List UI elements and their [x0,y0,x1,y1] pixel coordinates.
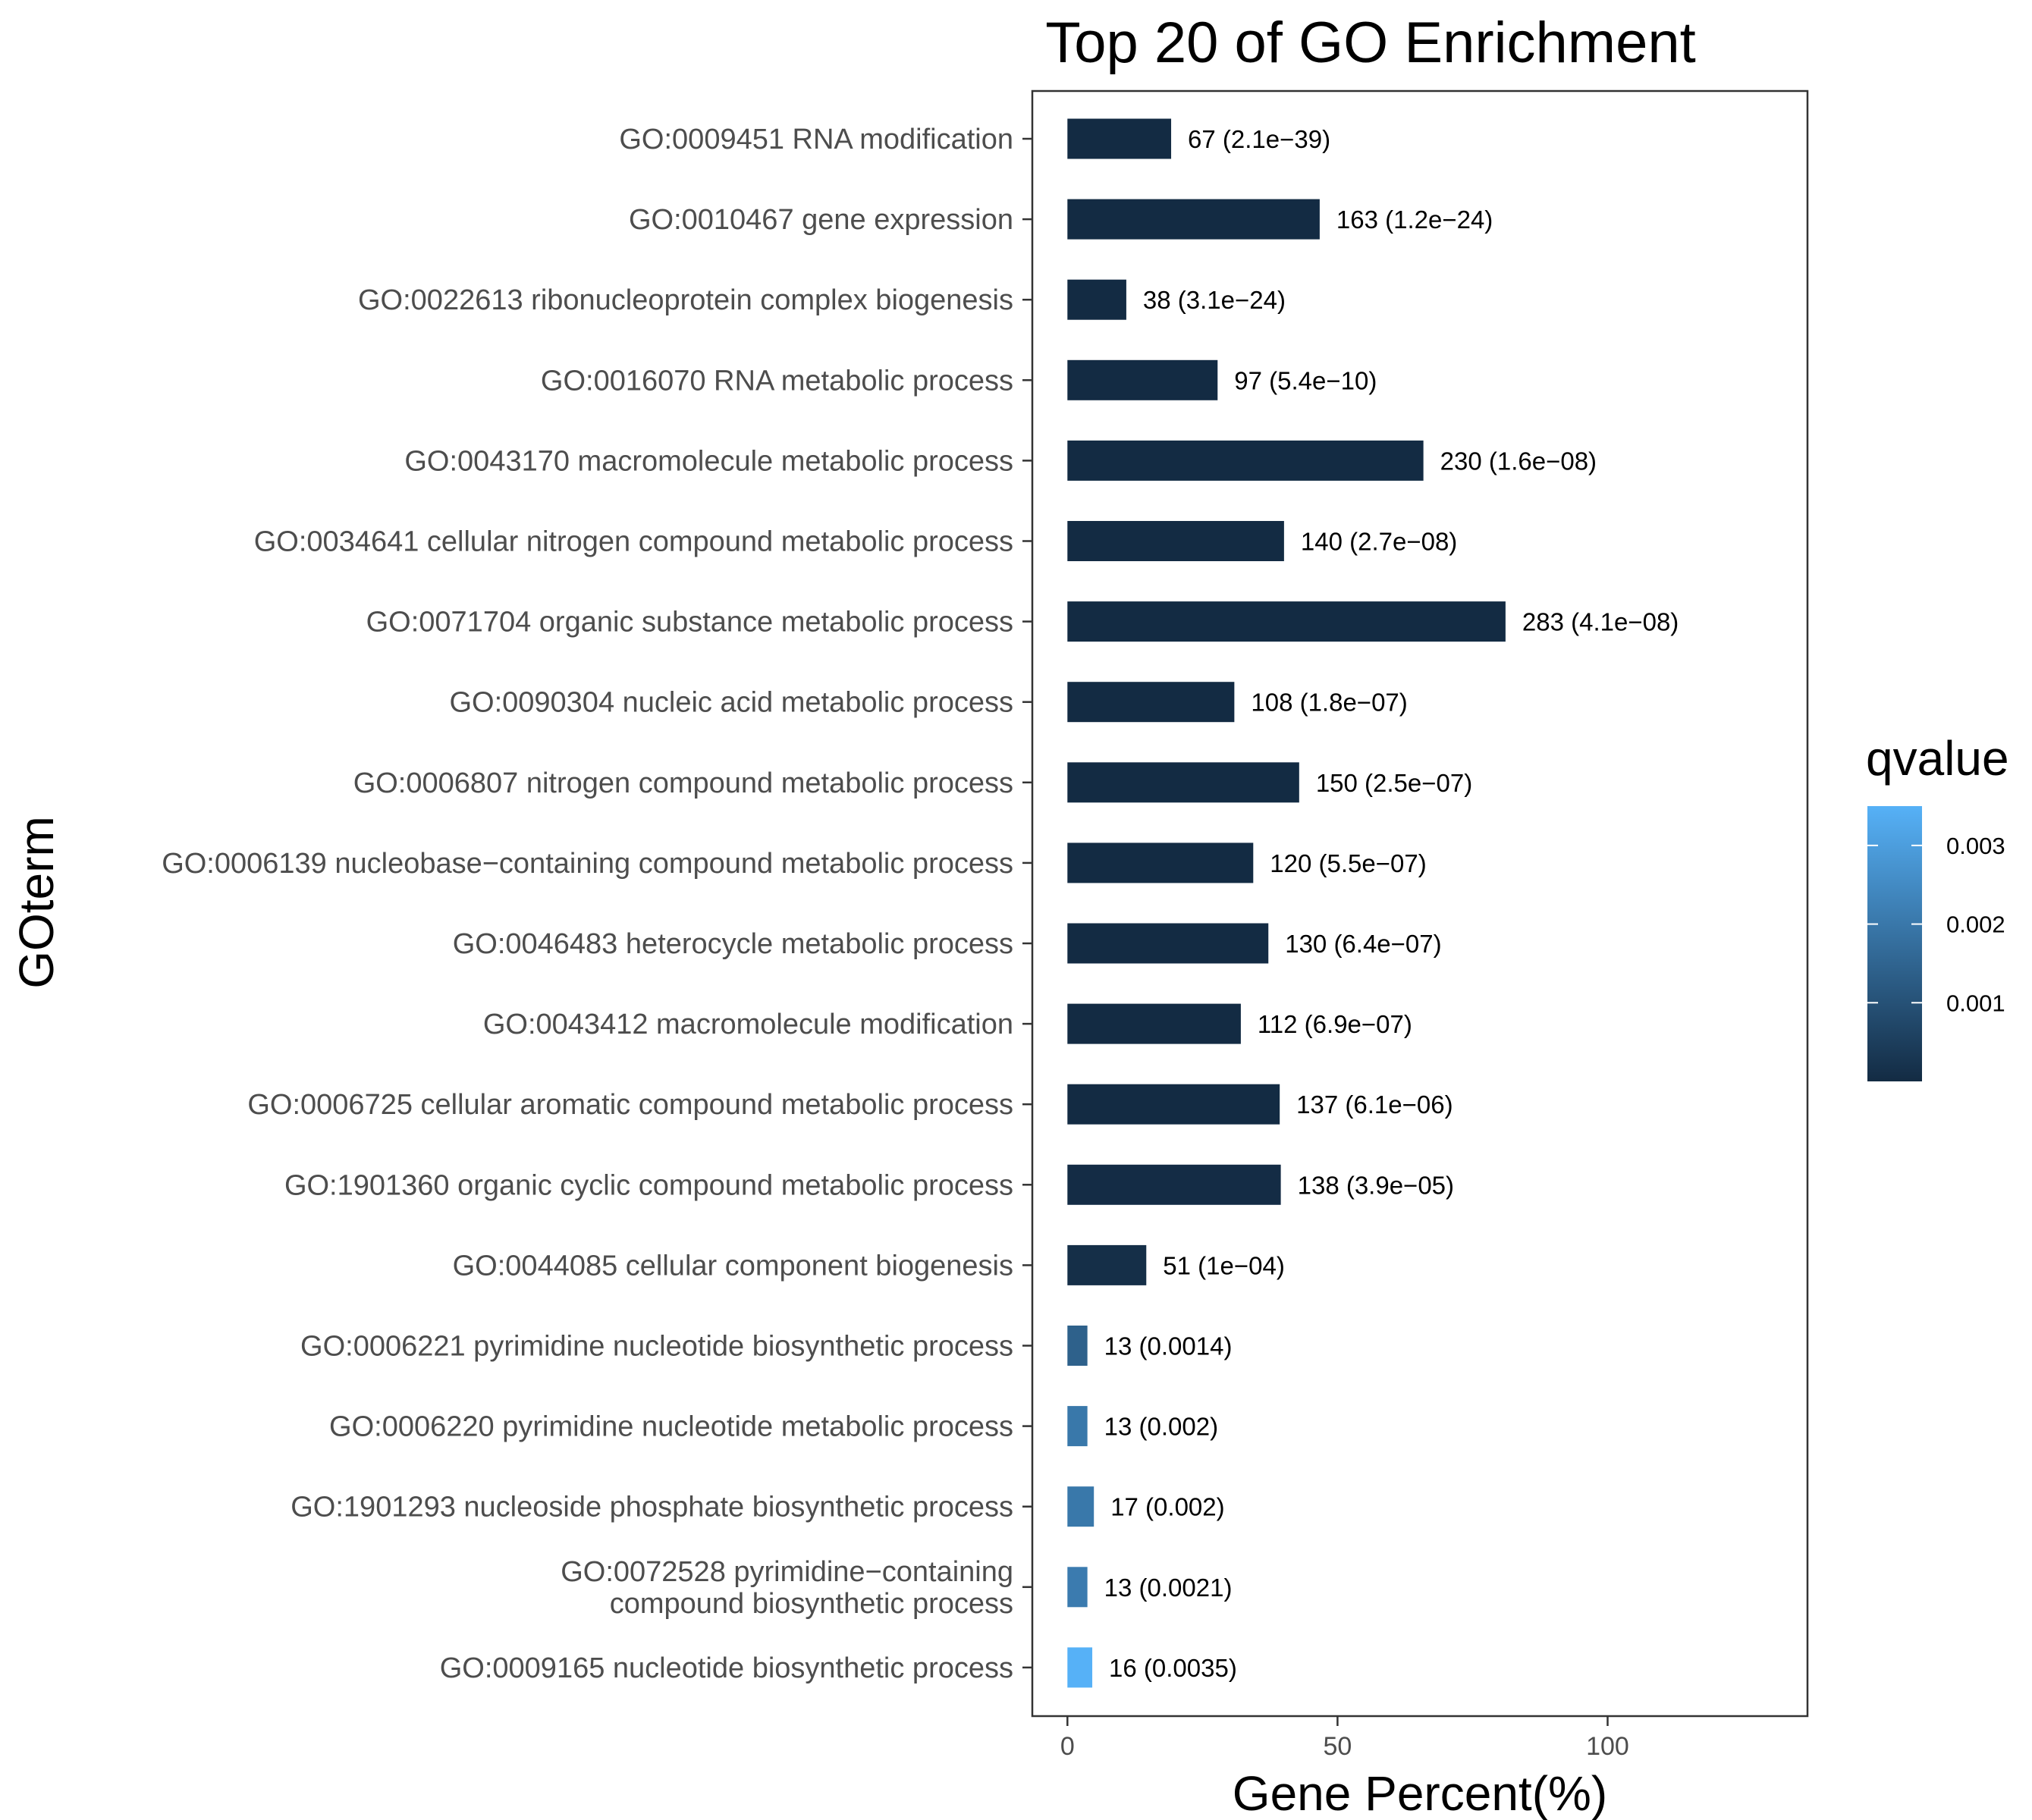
data-label: 150 (2.5e−07) [1316,769,1472,797]
data-label: 120 (5.5e−07) [1270,849,1426,877]
data-label: 13 (0.0021) [1104,1574,1233,1602]
bar [1067,1486,1095,1527]
x-axis-title: Gene Percent(%) [1233,1766,1607,1820]
bar [1067,1647,1093,1688]
bar [1067,521,1284,561]
y-tick-label: GO:0034641 cellular nitrogen compound me… [254,526,1013,558]
y-tick-label: GO:0006220 pyrimidine nucleotide metabol… [329,1411,1013,1443]
bar [1067,279,1126,320]
bar [1067,118,1172,159]
data-label: 283 (4.1e−08) [1522,608,1679,636]
y-tick-label: GO:0071704 organic substance metabolic p… [366,607,1013,639]
data-label: 112 (6.9e−07) [1258,1010,1412,1038]
data-label: 108 (1.8e−07) [1251,689,1407,717]
y-tick-label: GO:0043170 macromolecule metabolic proce… [404,445,1013,477]
legend-ticks: 0.001 0.002 0.003 [1867,833,2005,1016]
y-tick-label: GO:0043412 macromolecule modification [483,1009,1013,1040]
bars-layer: 67 (2.1e−39) 163 (1.2e−24) 38 (3.1e−24) 97 … [1067,118,1679,1688]
data-label: 138 (3.9e−05) [1298,1171,1454,1199]
bar [1067,923,1269,964]
bar [1067,1406,1088,1447]
y-tick-label: GO:0010467 gene expression [629,204,1013,236]
legend-colorbar [1867,806,1922,1081]
data-label: 13 (0.002) [1104,1413,1218,1441]
legend-tick-label: 0.002 [1946,912,2005,938]
data-label: 130 (6.4e−07) [1285,930,1441,958]
bar [1067,601,1506,642]
y-tick-label: GO:0006807 nitrogen compound metabolic p… [353,767,1013,799]
y-tick-label: GO:0016070 RNA metabolic process [541,365,1013,397]
legend-tick-label: 0.003 [1946,833,2005,859]
y-axis-title: GOterm [9,816,64,989]
chart-title: Top 20 of GO Enrichment [1045,11,1696,75]
y-tick-label: GO:0006139 nucleobase−containing compoun… [162,848,1013,880]
bar [1067,440,1424,481]
y-tick-label: GO:0006725 cellular aromatic compound me… [247,1089,1013,1121]
bar [1067,359,1218,400]
data-label: 51 (1e−04) [1163,1251,1285,1279]
y-tick-label: GO:0044085 cellular component biogenesis [453,1250,1013,1282]
x-tick-label: 50 [1323,1732,1352,1761]
bar [1067,1244,1147,1285]
bar [1067,843,1254,883]
data-label: 163 (1.2e−24) [1336,206,1493,234]
x-tick-label: 100 [1586,1732,1629,1761]
y-tick-label: GO:0090304 nucleic acid metabolic proces… [449,687,1013,719]
y-axis-labels: GO:0009451 RNA modification GO:0010467 ge… [162,124,1032,1684]
bar [1067,199,1320,240]
data-label: 16 (0.0035) [1109,1654,1237,1682]
x-axis: 0 50 100 [1060,1716,1629,1761]
x-tick-label: 0 [1060,1732,1075,1761]
y-tick-label: compound biosynthetic process [610,1588,1013,1620]
bar [1067,1164,1281,1205]
y-tick-label: GO:1901360 organic cyclic compound metab… [284,1169,1013,1201]
y-tick-label: GO:0046483 heterocycle metabolic process [453,928,1013,960]
y-tick-label: GO:0022613 ribonucleoprotein complex bio… [358,284,1013,316]
data-label: 230 (1.6e−08) [1440,447,1597,475]
y-tick-label: GO:0072528 pyrimidine−containing [561,1556,1013,1588]
y-tick-label: GO:0009165 nucleotide biosynthetic proce… [440,1652,1013,1684]
data-label: 17 (0.002) [1110,1493,1224,1521]
bar [1067,762,1299,803]
bar [1067,1003,1241,1044]
data-label: 140 (2.7e−08) [1301,528,1457,556]
bar [1067,1326,1088,1366]
bar [1067,682,1235,723]
legend-title: qvalue [1866,731,2009,786]
data-label: 38 (3.1e−24) [1143,286,1286,314]
y-tick-label: GO:0006221 pyrimidine nucleotide biosynt… [300,1331,1013,1363]
plot-panel [1031,89,1809,1718]
data-label: 137 (6.1e−06) [1296,1090,1453,1119]
qvalue-legend: qvalue 0.001 0.002 0.003 [1866,731,2009,1081]
y-tick-label: GO:0009451 RNA modification [619,124,1013,155]
data-label: 97 (5.4e−10) [1234,366,1377,394]
bar [1067,1084,1280,1125]
legend-tick-label: 0.001 [1946,990,2005,1016]
data-label: 67 (2.1e−39) [1188,125,1330,153]
y-tick-label: GO:1901293 nucleoside phosphate biosynth… [291,1492,1013,1523]
data-label: 13 (0.0014) [1104,1332,1233,1360]
bar [1067,1567,1088,1608]
